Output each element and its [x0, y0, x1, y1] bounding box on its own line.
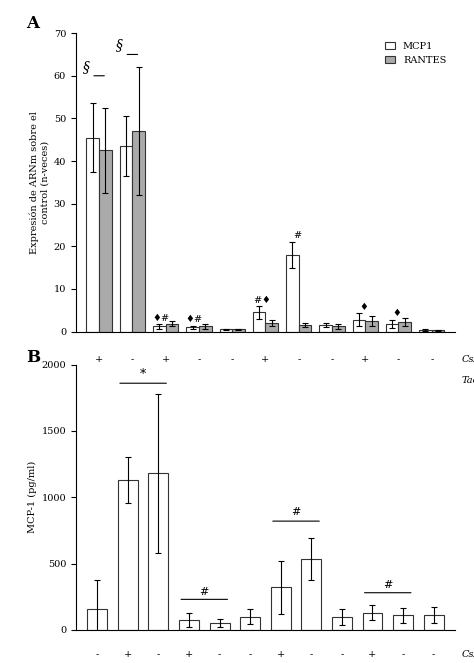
Bar — [386, 324, 399, 332]
Bar — [186, 328, 199, 332]
Bar — [179, 620, 199, 630]
Bar — [332, 326, 345, 332]
Text: #: # — [200, 587, 209, 597]
Text: +: + — [361, 355, 369, 364]
Bar — [253, 312, 265, 332]
Text: +: + — [394, 377, 402, 385]
Text: +: + — [128, 377, 137, 385]
Bar — [432, 330, 445, 332]
Text: +: + — [277, 650, 285, 659]
Bar — [118, 480, 138, 630]
Bar — [165, 324, 178, 332]
Bar — [120, 146, 132, 332]
Bar — [419, 330, 432, 332]
Text: +: + — [95, 355, 103, 364]
Text: +: + — [195, 377, 203, 385]
Text: §: § — [82, 60, 90, 74]
Text: -: - — [230, 377, 234, 385]
Bar — [153, 326, 165, 332]
Bar — [219, 330, 232, 332]
Text: *: * — [140, 367, 146, 381]
Text: -: - — [96, 650, 99, 659]
Text: -: - — [157, 650, 160, 659]
Text: -: - — [264, 377, 267, 385]
Bar — [299, 325, 311, 332]
Text: #: # — [293, 231, 301, 240]
Bar — [99, 151, 112, 332]
Text: ♦: ♦ — [261, 296, 270, 305]
Text: -: - — [330, 355, 334, 364]
Text: #: # — [383, 580, 392, 590]
Text: +: + — [368, 650, 377, 659]
Bar — [132, 131, 145, 332]
Text: +: + — [185, 650, 193, 659]
Text: #: # — [160, 314, 168, 323]
Bar — [210, 623, 229, 630]
Bar — [319, 325, 332, 332]
Text: -: - — [330, 377, 334, 385]
Text: -: - — [397, 355, 400, 364]
Text: -: - — [197, 355, 201, 364]
Text: +: + — [162, 355, 170, 364]
Bar — [393, 615, 413, 630]
Text: -: - — [340, 650, 344, 659]
Text: +: + — [124, 650, 132, 659]
Bar — [332, 617, 352, 630]
Bar — [365, 321, 378, 332]
Text: #: # — [193, 315, 201, 324]
Text: +: + — [294, 377, 303, 385]
Text: ♦: ♦ — [152, 314, 161, 323]
Text: -: - — [297, 355, 301, 364]
Text: CsA: CsA — [462, 355, 474, 364]
Bar — [87, 609, 107, 630]
Bar — [286, 255, 299, 332]
Bar — [353, 320, 365, 332]
Y-axis label: MCP-1 (pg/ml): MCP-1 (pg/ml) — [28, 461, 37, 533]
Text: ♦: ♦ — [392, 309, 401, 318]
Text: -: - — [164, 377, 167, 385]
Text: -: - — [432, 650, 435, 659]
Bar — [424, 615, 444, 630]
Bar — [301, 559, 321, 630]
Text: §: § — [116, 38, 123, 52]
Text: ♦: ♦ — [359, 303, 368, 312]
Text: AG490: AG490 — [182, 404, 216, 413]
Text: TAK1i: TAK1i — [383, 404, 413, 413]
Text: A: A — [27, 15, 39, 32]
Y-axis label: Expresión de ARNm sobre el
control (n-veces): Expresión de ARNm sobre el control (n-ve… — [30, 111, 50, 254]
Legend: MCP1, RANTES: MCP1, RANTES — [382, 38, 450, 69]
Bar — [148, 473, 168, 630]
Bar — [86, 137, 99, 332]
Text: SP600125: SP600125 — [273, 404, 324, 413]
Text: -: - — [364, 377, 367, 385]
Text: -: - — [430, 377, 433, 385]
Text: -: - — [230, 355, 234, 364]
Bar — [363, 613, 383, 630]
Text: -: - — [248, 650, 252, 659]
Text: -: - — [430, 355, 433, 364]
Text: Tac: Tac — [462, 377, 474, 385]
Text: -: - — [131, 355, 134, 364]
Bar — [265, 323, 278, 332]
Text: #: # — [292, 507, 301, 517]
Text: +: + — [261, 355, 270, 364]
Text: -: - — [98, 377, 101, 385]
Bar — [399, 322, 411, 332]
Text: CsA: CsA — [461, 650, 474, 659]
Text: B: B — [27, 349, 41, 366]
Text: -: - — [401, 650, 405, 659]
Bar — [240, 617, 260, 630]
Text: -: - — [218, 650, 221, 659]
Text: #: # — [253, 296, 261, 305]
Text: -: - — [310, 650, 313, 659]
Text: ♦: ♦ — [185, 315, 194, 324]
Bar — [199, 326, 211, 332]
Bar — [271, 587, 291, 630]
Bar — [232, 330, 245, 332]
